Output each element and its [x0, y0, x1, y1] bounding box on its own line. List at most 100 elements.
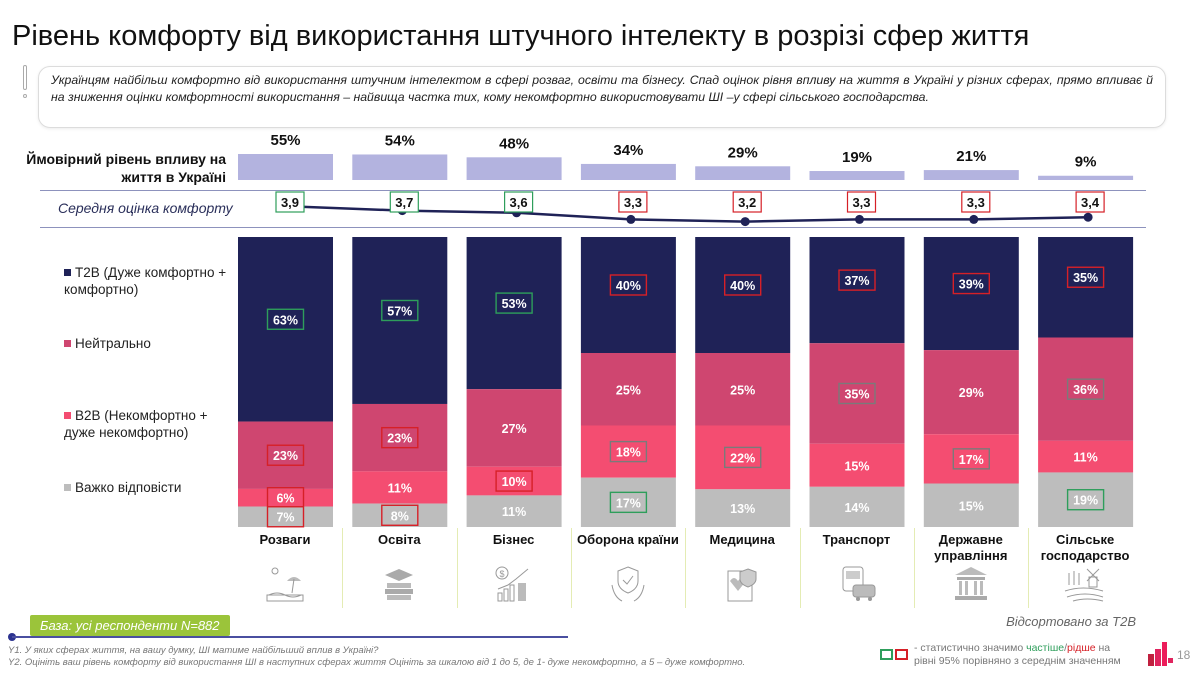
stack-segment-hard — [695, 489, 791, 527]
comfort-value-label: 3,6 — [510, 195, 528, 210]
category-label: Державне управління — [934, 532, 1008, 563]
significance-box — [724, 446, 762, 469]
legend-swatch — [64, 484, 71, 491]
exclamation-icon — [22, 65, 28, 99]
category-label: Розваги — [259, 532, 311, 547]
stack-segment-neutral — [580, 353, 676, 426]
bus-car-icon — [800, 563, 914, 605]
comfort-value-label: 3,7 — [395, 195, 413, 210]
stack-value-label: 53% — [502, 297, 527, 311]
significance-box — [389, 191, 419, 213]
comfort-point — [626, 214, 636, 224]
impact-value-label: 19% — [842, 149, 872, 166]
comfort-value-label: 3,3 — [852, 195, 870, 210]
legend-swatch — [64, 412, 71, 419]
significance-box — [266, 444, 305, 466]
category-separator — [913, 528, 915, 608]
category-label: Транспорт — [822, 532, 891, 547]
farm-windmill-icon — [1028, 563, 1142, 605]
significance-box — [838, 269, 876, 291]
significance-box — [609, 491, 648, 514]
significance-box — [1075, 191, 1105, 213]
stack-value-label: 10% — [502, 475, 527, 489]
significance-box — [609, 274, 648, 296]
significance-box — [952, 448, 990, 470]
summary-callout: Українцям найбільш комфортно від викорис… — [38, 66, 1166, 128]
medical-clipboard-icon — [685, 563, 799, 605]
significance-box — [732, 191, 762, 213]
stack-value-label: 13% — [730, 502, 755, 516]
impact-bar — [466, 157, 562, 180]
stack-value-label: 57% — [387, 304, 412, 318]
legend-item-t2b: T2B (Дуже комфортно + комфортно) — [64, 264, 234, 298]
stack-segment-b2b — [695, 425, 791, 490]
sig-line2: рівні 95% порівняно з середнім значенням — [914, 655, 1121, 667]
significance-box — [381, 426, 419, 449]
category-label: Сільське господарство — [1040, 532, 1130, 563]
shield-hands-icon — [571, 563, 685, 605]
stack-value-label: 11% — [388, 481, 412, 495]
impact-value-label: 34% — [613, 142, 643, 159]
stack-value-label: 29% — [959, 386, 984, 400]
impact-bar — [1038, 175, 1134, 180]
higher-box-icon — [880, 649, 893, 660]
divider-top — [40, 190, 1146, 191]
stack-segment-b2b — [352, 471, 448, 504]
page-title: Рівень комфорту від використання штучног… — [12, 20, 1030, 52]
significance-box — [961, 191, 991, 213]
impact-bar — [580, 163, 676, 180]
category-label: Бізнес — [492, 532, 535, 547]
divider-bottom — [40, 227, 1146, 228]
stack-segment-neutral — [809, 343, 905, 444]
stack-segment-b2b — [809, 443, 905, 487]
category-label: Медицина — [709, 532, 775, 547]
significance-box — [381, 299, 419, 322]
category-separator — [685, 528, 687, 608]
stack-value-label: 27% — [502, 422, 527, 436]
beach-umbrella-icon — [228, 563, 342, 605]
question-y1: Y1. У яких сферах життя, на вашу думку, … — [8, 645, 379, 656]
page-number: 18 — [1177, 648, 1191, 662]
government-building-icon — [914, 563, 1028, 605]
impact-value-label: 21% — [956, 148, 986, 165]
comfort-value-label: 3,3 — [624, 195, 642, 210]
stack-value-label: 40% — [616, 279, 641, 293]
svg-text:$: $ — [499, 569, 504, 579]
stack-value-label: 40% — [730, 279, 755, 293]
significance-box — [266, 308, 305, 330]
lower-box-icon — [895, 649, 908, 660]
stack-value-label: 35% — [1073, 271, 1098, 285]
stack-segment-hard — [923, 483, 1019, 527]
stack-value-label: 25% — [616, 383, 641, 397]
comfort-point — [740, 217, 750, 227]
legend-label: Важко відповісти — [75, 480, 182, 495]
significance-box — [609, 440, 648, 463]
comfort-point — [969, 214, 979, 224]
stack-value-label: 17% — [616, 496, 641, 510]
impact-value-label: 54% — [385, 132, 415, 149]
impact-value-label: 29% — [728, 144, 758, 161]
significance-box — [266, 506, 305, 528]
sort-note: Відсортовано за T2B — [1006, 614, 1136, 629]
base-line — [12, 636, 568, 638]
stack-segment-neutral — [923, 350, 1019, 435]
significance-box — [952, 272, 990, 295]
stack-value-label: 15% — [844, 459, 869, 473]
sig-suffix: на — [1095, 642, 1111, 654]
stack-segment-hard — [580, 477, 676, 527]
legend-label: Нейтрально — [75, 336, 151, 351]
stack-value-label: 18% — [616, 446, 641, 460]
comfort-value-label: 3,3 — [967, 195, 985, 210]
stack-value-label: 23% — [273, 449, 298, 463]
stack-value-label: 63% — [273, 313, 298, 327]
significance-box — [724, 274, 762, 296]
category-separator — [799, 528, 801, 608]
stack-value-label: 8% — [391, 509, 409, 523]
significance-text: - статистично значимо частіше/рідше на р… — [914, 642, 1121, 668]
sig-lower: рідше — [1067, 642, 1096, 654]
stack-value-label: 39% — [959, 278, 984, 292]
stack-segment-neutral — [238, 421, 333, 489]
comfort-point — [1083, 212, 1093, 222]
category-label: Оборона країни — [576, 532, 679, 547]
